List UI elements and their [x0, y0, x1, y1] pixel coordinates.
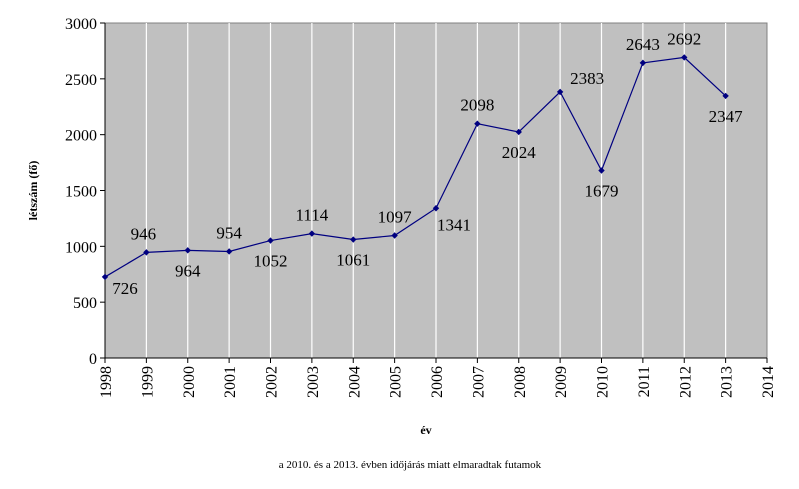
data-point — [474, 120, 481, 127]
data-label: 2024 — [502, 143, 537, 162]
x-tick-label: 2014 — [760, 366, 777, 398]
x-tick-label: 2008 — [512, 366, 529, 398]
data-label: 946 — [131, 224, 157, 243]
data-label: 954 — [216, 223, 242, 242]
data-point — [267, 237, 274, 244]
data-point — [556, 88, 564, 96]
data-point — [350, 236, 357, 243]
data-label: 1114 — [296, 206, 329, 225]
data-point — [681, 54, 688, 61]
series-group — [101, 54, 729, 281]
data-label: 1061 — [336, 251, 370, 270]
data-label: 2383 — [570, 69, 604, 88]
data-label: 964 — [175, 261, 201, 280]
x-axis-title: év — [420, 423, 431, 437]
x-tick-label: 2010 — [595, 366, 612, 398]
data-point — [515, 128, 522, 136]
y-axis-title: létszám (fő) — [26, 161, 40, 221]
x-tick-label: 2011 — [636, 366, 653, 397]
data-labels: 726 946 964 954 1052 1114 1061 1097 1341 2098 2024… — [112, 29, 743, 298]
data-label: 2692 — [667, 29, 701, 48]
data-point — [391, 232, 398, 239]
data-label: 1097 — [378, 208, 413, 227]
footnote: a 2010. és a 2013. évben időjárás miatt … — [279, 459, 542, 471]
x-tick-label: 2002 — [264, 366, 281, 398]
data-point — [101, 273, 109, 281]
data-point — [225, 248, 233, 255]
data-label: 1341 — [437, 215, 471, 234]
x-tick-label: 2007 — [470, 366, 487, 398]
data-point — [184, 247, 191, 254]
x-tick-label: 1999 — [139, 366, 156, 398]
y-tick-label: 1500 — [65, 184, 97, 201]
x-tick-label: 2000 — [181, 366, 198, 398]
y-tick-label: 2500 — [65, 72, 97, 89]
series-line — [104, 56, 727, 278]
axes — [100, 22, 768, 363]
y-tick-label: 0 — [89, 351, 97, 368]
x-tick-label: 2005 — [388, 366, 405, 398]
x-tick-label: 2013 — [719, 366, 736, 398]
data-point — [722, 92, 729, 100]
data-point — [143, 249, 150, 256]
y-tick-label: 3000 — [65, 16, 97, 33]
data-label: 1052 — [254, 252, 288, 271]
x-tick-label: 2004 — [346, 366, 363, 398]
data-label: 726 — [112, 279, 138, 298]
data-label: 2347 — [709, 107, 744, 126]
data-point — [308, 230, 316, 237]
y-tick-label: 2000 — [65, 128, 97, 145]
y-tick-label: 1000 — [65, 239, 97, 256]
x-tick-label: 2006 — [429, 366, 446, 398]
y-tick-label: 500 — [73, 295, 97, 312]
data-label: 1679 — [585, 182, 619, 201]
x-tick-label: 1998 — [98, 366, 115, 398]
x-tick-label: 2003 — [305, 366, 322, 398]
tick-labels: 0 500 1000 1500 2000 2500 3000 1998 1999 2000 2001… — [65, 16, 777, 398]
data-point — [432, 205, 440, 212]
grid-lines — [145, 23, 727, 358]
data-label: 2643 — [626, 35, 660, 54]
x-tick-label: 2012 — [677, 366, 694, 398]
data-label: 2098 — [460, 96, 494, 115]
x-tick-label: 2009 — [553, 366, 570, 398]
x-tick-label: 2001 — [222, 366, 239, 398]
data-point — [598, 167, 605, 174]
data-point — [639, 59, 647, 67]
